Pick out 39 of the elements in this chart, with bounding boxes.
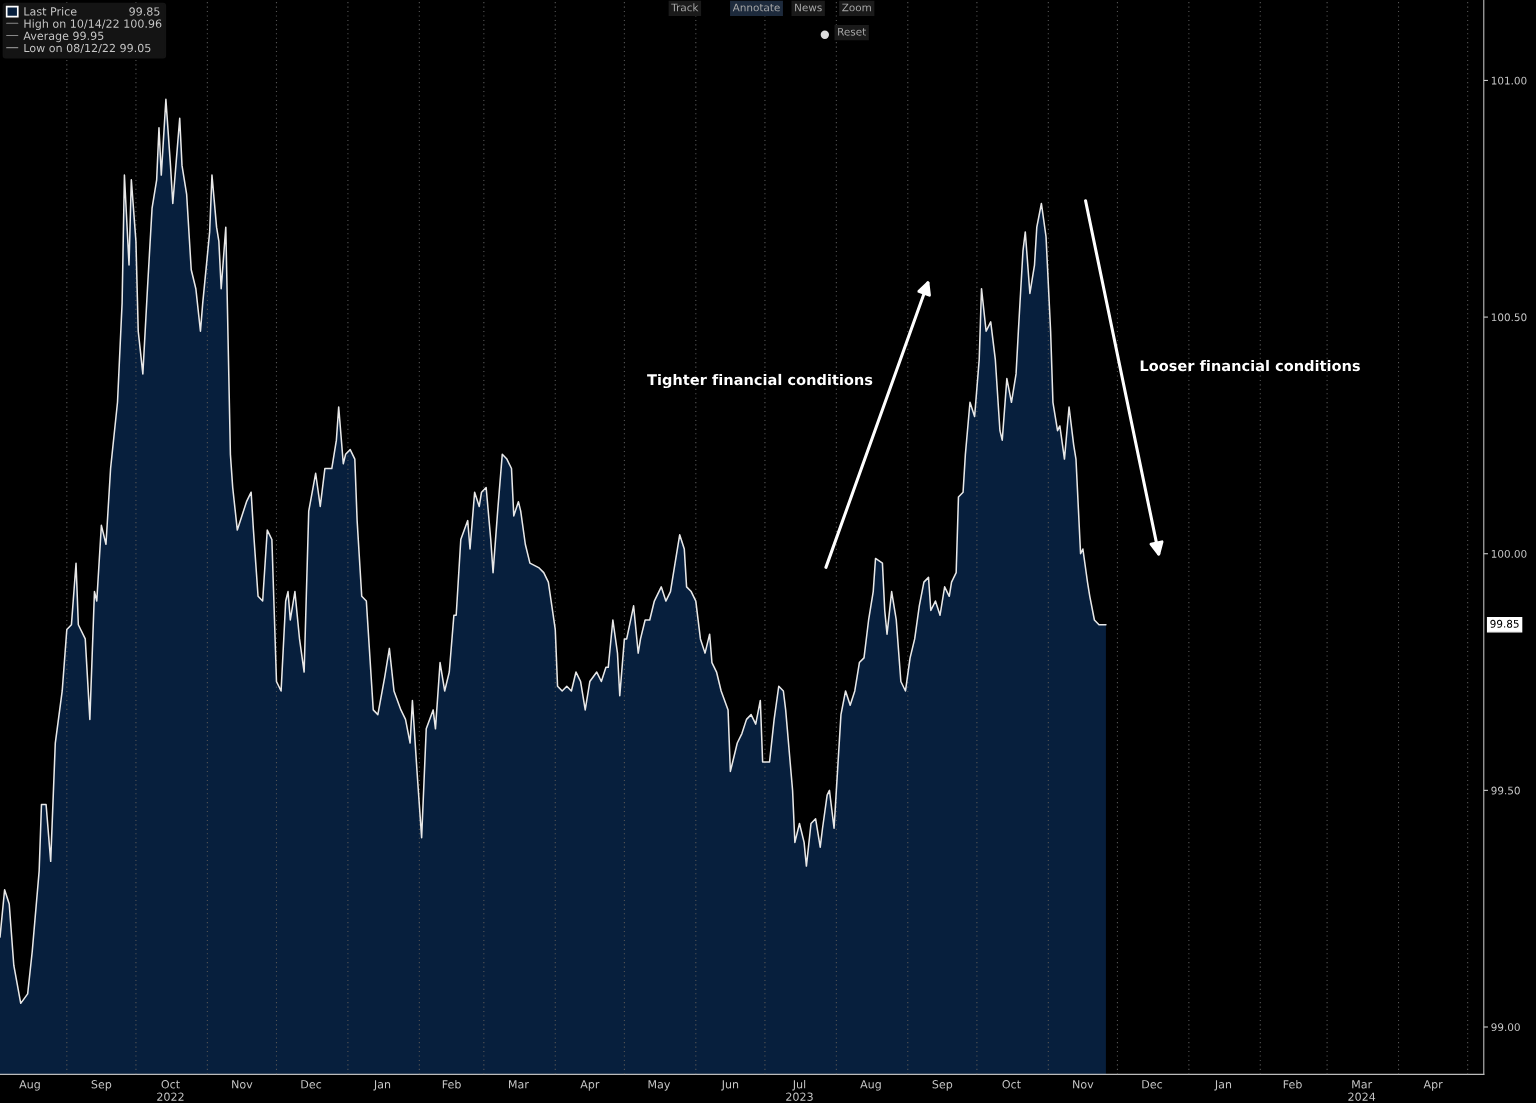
x-tick-label: Mar: [509, 1080, 529, 1089]
annotation: Annotate: [732, 3, 780, 12]
y-tick-label: 99.50: [1491, 786, 1520, 795]
text: 99.85: [1490, 619, 1519, 628]
annotation: Low on 08/12/22 99.05: [24, 43, 151, 54]
y-tick-label: 99.00: [1491, 1023, 1520, 1032]
annotation: Tighter financial conditions: [647, 373, 873, 389]
y-tick-label: 101.00: [1491, 76, 1527, 85]
x-tick-label: Sep: [932, 1080, 953, 1091]
annotation: Zoom: [842, 3, 871, 12]
annotation: Reset: [838, 27, 866, 36]
annotation: Looser financial conditions: [1140, 359, 1360, 372]
legend-label: Last Price: [24, 7, 77, 16]
y-tick-label: 100.50: [1491, 313, 1527, 322]
y-tick-label: 100.00: [1491, 549, 1527, 558]
x-tick-label: Jan: [373, 1080, 391, 1091]
x-tick-label: Feb: [442, 1079, 461, 1089]
x-tick-label: Aug: [860, 1080, 881, 1091]
x-tick-label: Dec: [1142, 1080, 1163, 1089]
x-tick-label: Nov: [232, 1080, 253, 1089]
x-tick-label: Nov: [1073, 1080, 1094, 1089]
x-tick-label: Jan: [1214, 1080, 1232, 1091]
x-tick-label: Jun: [721, 1080, 739, 1091]
x-tick-label: Oct: [1002, 1080, 1021, 1089]
x-tick-label: Jul 2023: [786, 1079, 813, 1101]
annotation: Average 99.95: [23, 31, 104, 43]
x-tick-label: Aug: [19, 1080, 40, 1091]
annotation: High on 10/14/22 100.96: [24, 19, 162, 30]
annotation: 99.85: [129, 7, 160, 16]
x-tick-label: Sep: [91, 1080, 112, 1091]
annotation: News: [795, 3, 822, 12]
x-tick-label: May: [648, 1080, 671, 1091]
x-tick-label: Feb: [1283, 1079, 1302, 1089]
annotation: Track: [671, 3, 699, 12]
x-tick-label: Apr: [1423, 1080, 1443, 1091]
x-tick-label: Oct 2022: [157, 1080, 184, 1101]
x-tick-label: Dec: [301, 1080, 322, 1089]
x-tick-label: Apr: [580, 1080, 600, 1091]
x-tick-label: Mar 2024: [1348, 1080, 1376, 1101]
